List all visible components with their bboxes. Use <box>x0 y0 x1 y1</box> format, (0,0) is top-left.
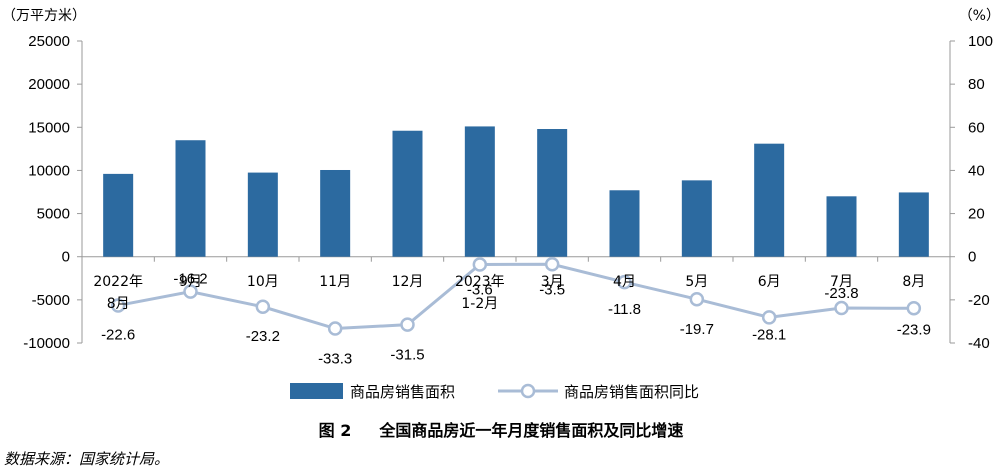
bar <box>320 169 351 257</box>
line-data-label: -19.7 <box>680 321 714 338</box>
left-tick-label: -10000 <box>23 335 70 352</box>
line-point <box>689 291 705 307</box>
category-label: 7月 <box>830 274 853 290</box>
bar <box>247 172 278 257</box>
category-label: 9月 <box>179 274 202 290</box>
bar <box>754 143 785 257</box>
legend-line-marker <box>520 383 536 399</box>
line-point <box>617 274 632 290</box>
legend-bar-swatch <box>290 383 343 399</box>
line-point <box>906 301 922 316</box>
left-tick-label: 10000 <box>28 162 70 179</box>
right-tick-label: 60 <box>968 119 985 136</box>
line-point <box>761 310 777 325</box>
line-point <box>110 298 126 313</box>
right-tick-label: -20 <box>968 292 990 309</box>
bar <box>464 126 495 257</box>
line-data-label: -3.5 <box>539 281 565 298</box>
category-label: 10月 <box>247 274 279 290</box>
figure-title: 全国商品房近一年月度销售面积及同比增速 <box>379 421 684 440</box>
line-point <box>544 257 560 272</box>
category-label: 6月 <box>758 274 781 290</box>
bar <box>103 173 134 257</box>
line-point <box>183 284 198 299</box>
line-point <box>327 321 343 336</box>
left-tick-label: 20000 <box>28 76 70 93</box>
left-tick-label: 5000 <box>37 206 70 223</box>
left-axis-unit: （万平方米） <box>2 8 86 24</box>
left-tick-label: 0 <box>62 249 70 266</box>
right-tick-label: 40 <box>968 162 985 179</box>
right-axis-unit: （%） <box>959 8 1000 24</box>
bar <box>609 190 640 257</box>
line-data-label: -23.9 <box>897 321 931 338</box>
line-point <box>255 299 271 315</box>
bar <box>898 192 929 257</box>
line-data-label: -23.2 <box>246 328 280 345</box>
bar <box>826 196 857 257</box>
category-label: 5月 <box>685 274 708 290</box>
line-point <box>472 257 488 272</box>
bar <box>681 180 712 257</box>
line-data-label: -23.8 <box>824 285 858 302</box>
line-data-label: -33.3 <box>318 351 352 368</box>
figure-caption: 图 2 全国商品房近一年月度销售面积及同比增速 <box>0 417 1002 441</box>
category-label: 2022年 <box>93 274 143 290</box>
line-point <box>400 317 415 332</box>
combo-chart: （万平方米） （%） 25000 20000 15000 10000 5000 0 -5000 -… <box>2 8 1000 401</box>
right-tick-label: 100 <box>968 33 993 50</box>
left-tick-label: -5000 <box>32 292 70 309</box>
category-label: 12月 <box>392 274 424 290</box>
line-data-label: -16.2 <box>173 271 207 288</box>
line-series <box>117 262 914 331</box>
category-label: 11月 <box>319 274 351 290</box>
line-data-label: -31.5 <box>390 347 424 364</box>
bar <box>392 130 423 257</box>
category-label: 4月 <box>613 274 636 290</box>
category-label: 3月 <box>541 274 564 290</box>
line-point <box>834 300 849 316</box>
right-tick-label: 80 <box>968 76 985 93</box>
line-data-label: -28.1 <box>752 326 786 343</box>
figure-number: 图 2 <box>318 421 352 440</box>
bar <box>175 140 206 257</box>
line-data-label: -22.6 <box>101 326 135 343</box>
left-tick-label: 15000 <box>28 119 70 136</box>
data-source-note: 数据来源：国家统计局。 <box>4 450 170 468</box>
right-tick-label: 0 <box>968 249 976 266</box>
category-label: 8月 <box>902 274 925 290</box>
category-label: 1-2月 <box>461 296 498 312</box>
legend-bar-label: 商品房销售面积 <box>350 383 455 401</box>
right-tick-label: 20 <box>968 206 985 223</box>
bar <box>537 129 568 257</box>
line-data-label: -11.8 <box>608 301 641 318</box>
line-data-label: -3.6 <box>467 281 493 298</box>
left-tick-label: 25000 <box>28 33 70 50</box>
category-label: 8月 <box>107 296 130 312</box>
category-label: 2023年 <box>455 274 505 290</box>
legend-line-label: 商品房销售面积同比 <box>564 383 699 401</box>
right-tick-label: -40 <box>968 335 990 352</box>
